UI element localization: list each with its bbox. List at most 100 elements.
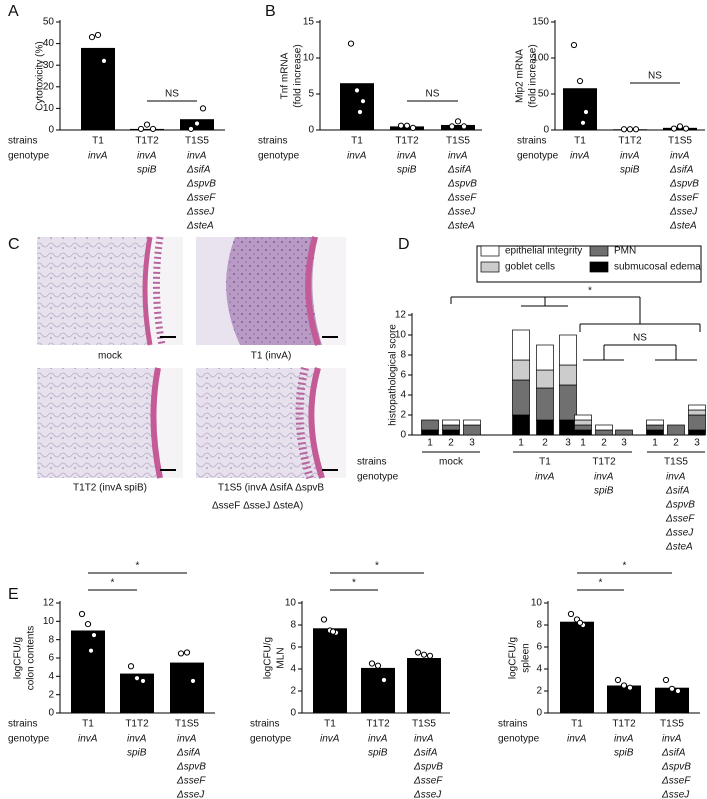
bar [655, 687, 689, 713]
genotype-label: ΔspvB [186, 179, 216, 190]
y-tick-label: 8 [400, 350, 406, 361]
x-tick-label: 2 [673, 438, 679, 449]
genotype-label: ΔsifA [447, 165, 472, 176]
genotype-label: spiB [620, 165, 640, 176]
x-tick-label: T1S5 [446, 136, 470, 147]
y-tick-label: 0 [48, 708, 54, 719]
y-tick-label: 40 [43, 38, 55, 49]
data-point [620, 682, 628, 689]
genotype-label: ΔsseF [665, 514, 695, 525]
data-point [579, 119, 587, 126]
y-tick-label: 6 [290, 642, 296, 653]
bar [361, 667, 395, 713]
x-tick-label: T1 [82, 719, 94, 730]
data-point [84, 620, 92, 628]
bar-segment [512, 414, 530, 436]
y-tick-label: 0 [543, 125, 549, 136]
legend-box [476, 245, 702, 283]
bar [607, 685, 641, 713]
genotype-label: ΔsseF [413, 776, 443, 787]
lumen [145, 237, 183, 345]
legend-swatch [589, 261, 609, 273]
data-point [626, 684, 634, 691]
data-point [632, 126, 640, 133]
x-tick-label: T1T2 [125, 719, 149, 730]
genotype-label: ΔsseJ [186, 207, 215, 218]
data-point [626, 126, 634, 133]
mucosa [142, 236, 153, 346]
y-tick-label: 4 [290, 664, 296, 675]
row-label: strains [258, 136, 287, 147]
bar-segment [536, 387, 554, 421]
data-point [177, 650, 185, 657]
crypts [295, 367, 314, 480]
bar-segment [536, 344, 554, 371]
x-tick-label: T1S5 [412, 719, 436, 730]
row-label: strains [250, 719, 279, 730]
genotype-label: invA [414, 734, 434, 745]
bar-segment [688, 414, 706, 431]
mucosa [308, 367, 325, 479]
data-point [356, 108, 364, 116]
row-label: strains [357, 457, 386, 468]
x-tick-label: T1T2 [135, 136, 159, 147]
genotype-label: ΔspvB [447, 179, 477, 190]
genotype-label: ΔsifA [413, 748, 438, 759]
significance-label: * [588, 286, 592, 297]
genotype-label: ΔsseJ [661, 790, 690, 799]
genotype-label: invA [397, 151, 417, 162]
y-axis-label: logCFU/g [263, 637, 274, 679]
data-point [460, 123, 468, 130]
data-point [189, 677, 197, 685]
y-axis-label: histopathological score [388, 324, 399, 426]
data-point [674, 687, 682, 695]
group-label: T1S5 [664, 457, 688, 468]
bar-segment [646, 424, 664, 431]
genotype-label: ΔsifA [176, 748, 201, 759]
data-point [576, 77, 584, 85]
image-caption: T1S5 (invA ΔsifA ΔspvB [218, 483, 325, 494]
y-tick-label: 0 [400, 430, 406, 441]
legend-swatch [589, 245, 609, 257]
genotype-label: ΔsseF [447, 193, 477, 204]
bar-segment [442, 429, 460, 436]
significance-label: NS [648, 71, 662, 82]
y-tick-label: 10 [395, 330, 407, 341]
x-tick-label: 1 [580, 438, 586, 449]
y-tick-label: 4 [400, 390, 406, 401]
data-point [570, 41, 578, 49]
image-caption: mock [98, 351, 123, 362]
data-point [567, 610, 575, 618]
genotype-label: ΔsseJ [447, 207, 476, 218]
y-tick-label: 0 [48, 125, 54, 136]
x-tick-label: T1T2 [612, 719, 636, 730]
genotype-label: ΔsseJ [669, 207, 698, 218]
genotype-label: ΔsseJ [665, 528, 694, 539]
genotype-label: invA [570, 151, 590, 162]
group-label: T1 [539, 457, 551, 468]
y-tick-label: 30 [43, 60, 55, 71]
bar-segment [536, 419, 554, 436]
genotype-label: ΔsteA [186, 221, 214, 232]
data-point [347, 40, 355, 47]
data-point [420, 651, 428, 658]
y-tick-label: 12 [395, 310, 407, 321]
bar-segment [512, 359, 530, 381]
row-label: strains [498, 719, 527, 730]
panel-label: D [398, 236, 410, 253]
y-axis-label: Cytotoxicity (%) [35, 41, 46, 110]
legend-swatch [480, 245, 500, 257]
bar [441, 124, 475, 130]
y-tick-label: 100 [532, 53, 549, 64]
panel-label: C [8, 236, 20, 253]
data-point [127, 663, 135, 670]
significance-label: * [375, 561, 379, 572]
data-point [374, 662, 382, 669]
bar [71, 630, 105, 713]
bar-segment [615, 429, 633, 436]
data-point [143, 121, 151, 128]
bar-segment [512, 329, 530, 361]
data-point [576, 619, 584, 626]
